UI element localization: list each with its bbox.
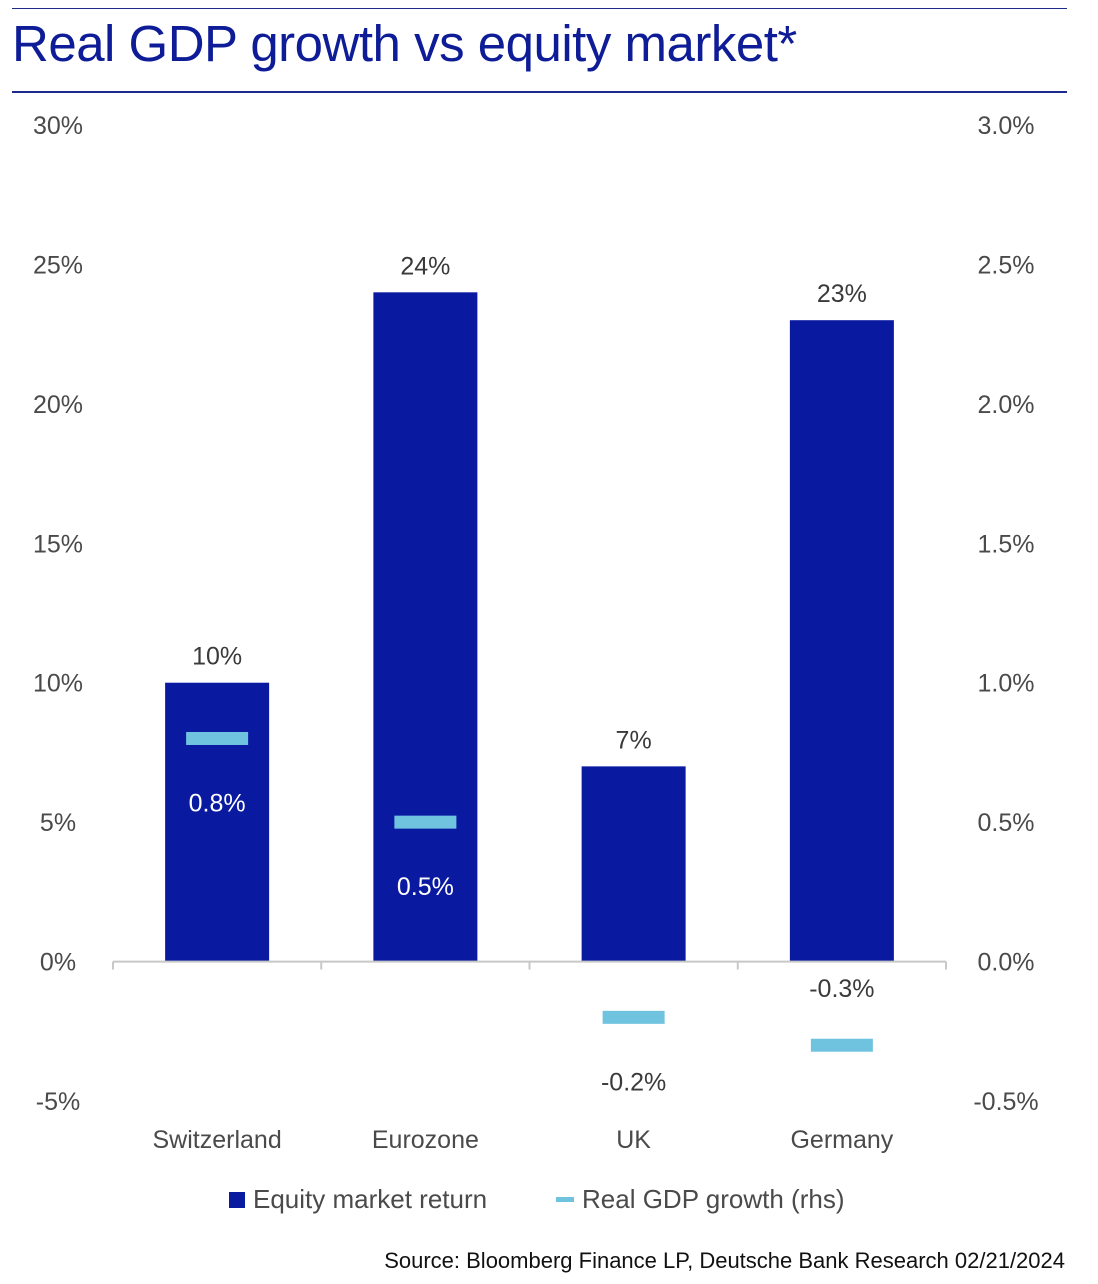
chart-title: Real GDP growth vs equity market* <box>12 15 797 72</box>
y-right-tick-label: 1.5% <box>978 530 1035 558</box>
bar-data-label: 10% <box>192 643 242 671</box>
legend-item-equity: Equity market return <box>229 1184 487 1215</box>
gdp-marker-eurozone <box>394 815 457 829</box>
y-left-tick-label: 25% <box>33 251 83 279</box>
y-right-tick-label: 2.5% <box>978 251 1035 279</box>
legend-item-gdp: Real GDP growth (rhs) <box>556 1184 845 1215</box>
x-category-label: UK <box>616 1126 651 1154</box>
gdp-data-label: 0.5% <box>397 873 454 901</box>
y-left-tick-label: -5% <box>36 1088 80 1116</box>
y-right-tick-label: 0.0% <box>978 949 1035 977</box>
x-category-label: Eurozone <box>372 1126 479 1154</box>
gdp-data-label: 0.8% <box>189 789 246 817</box>
legend-equity-swatch <box>229 1191 245 1208</box>
y-right-tick-label: 1.0% <box>978 670 1035 698</box>
gdp-marker-switzerland <box>186 731 249 745</box>
gdp-data-label: -0.3% <box>809 975 874 1003</box>
y-left-tick-label: 15% <box>33 530 83 558</box>
source-note: Source: Bloomberg Finance LP, Deutsche B… <box>384 1248 1065 1273</box>
bar-data-label: 7% <box>616 726 652 754</box>
bar-eurozone <box>373 292 478 962</box>
x-category-label: Switzerland <box>153 1126 282 1154</box>
gdp-marker-uk <box>602 1010 665 1024</box>
y-left-tick-label: 10% <box>33 670 83 698</box>
top-rule <box>12 8 1067 9</box>
y-right-tick-label: 2.0% <box>978 391 1035 419</box>
y-left-tick-label: 0% <box>40 949 76 977</box>
legend-equity-label: Equity market return <box>253 1184 488 1214</box>
gdp-marker-germany <box>810 1038 873 1052</box>
y-right-tick-label: 0.5% <box>978 809 1035 837</box>
bar-uk <box>581 766 686 962</box>
title-rule <box>12 91 1067 93</box>
legend-gdp-swatch <box>556 1197 574 1202</box>
y-left-tick-label: 5% <box>40 809 76 837</box>
y-right-tick-label: -0.5% <box>973 1088 1038 1116</box>
gdp-data-label: -0.2% <box>601 1068 666 1096</box>
bar-data-label: 24% <box>400 252 450 280</box>
y-right-tick-label: 3.0% <box>978 112 1035 140</box>
bar-data-label: 23% <box>817 280 867 308</box>
y-left-tick-label: 20% <box>33 391 83 419</box>
chart-plot: -5% 0% 5% 10% 15% 20% 25% 30% -0.5% 0.0% 0.5% 1.0% 1… <box>33 112 1039 1154</box>
x-category-label: Germany <box>790 1126 893 1154</box>
bar-switzerland <box>165 682 270 962</box>
legend: Equity market return Real GDP growth (rh… <box>0 1184 1098 1218</box>
y-left-tick-label: 30% <box>33 112 83 140</box>
legend-gdp-label: Real GDP growth (rhs) <box>582 1184 845 1214</box>
bar-germany <box>789 320 894 962</box>
